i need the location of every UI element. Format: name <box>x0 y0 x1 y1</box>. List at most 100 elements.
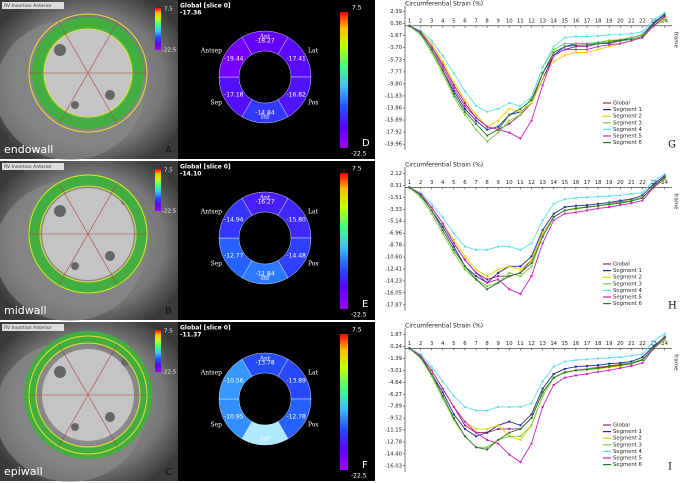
point <box>663 339 666 342</box>
point <box>574 369 577 372</box>
y-tick-label: 0.31 <box>390 183 402 189</box>
segment-name: Antsep <box>200 209 222 216</box>
x-tick-label: 4 <box>441 341 445 347</box>
y-tick-label: -16.05 <box>385 290 402 296</box>
y-tick-label: -5.14 <box>388 219 402 225</box>
point <box>585 204 588 207</box>
point <box>497 275 500 278</box>
series-line <box>409 177 665 295</box>
y-tick-label: -15.89 <box>385 118 402 124</box>
point <box>630 354 633 357</box>
chart-title: Circumferential Strain (%) <box>405 323 483 330</box>
x-tick-label: 1 <box>408 341 411 347</box>
point <box>585 368 588 371</box>
y-tick-label: 0.36 <box>390 21 402 27</box>
point <box>541 72 544 75</box>
point <box>663 174 666 177</box>
point <box>574 365 577 368</box>
colorbar-min: -22.5 <box>162 48 177 54</box>
x-tick-label: 18 <box>595 180 602 186</box>
point <box>652 21 655 24</box>
series-line <box>409 176 665 290</box>
point <box>652 346 655 349</box>
point <box>585 48 588 51</box>
segment-spoke <box>58 233 89 286</box>
x-tick-label: 1 <box>408 180 411 186</box>
point <box>574 374 577 377</box>
y-tick-label: -7.89 <box>388 404 402 410</box>
point <box>441 394 444 397</box>
colorbar-min: -22.5 <box>351 473 367 480</box>
point <box>430 42 433 45</box>
point <box>497 405 500 408</box>
point <box>652 23 655 26</box>
point <box>486 278 489 281</box>
x-tick-label: 7 <box>474 341 477 347</box>
insertion-label: RV Insertion Anterior <box>4 3 52 9</box>
point <box>608 203 611 206</box>
point <box>608 194 611 197</box>
point <box>508 113 511 116</box>
segment-value: -12.78 <box>287 414 307 421</box>
x-tick-label: 17 <box>584 341 591 347</box>
point <box>519 275 522 278</box>
panel-letter: I <box>668 462 672 473</box>
point <box>475 431 478 434</box>
point <box>475 278 478 281</box>
point <box>630 36 633 39</box>
point <box>552 51 555 54</box>
point <box>552 60 555 63</box>
point <box>663 12 666 15</box>
point <box>508 271 511 274</box>
point <box>597 207 600 210</box>
point <box>585 45 588 48</box>
segment-value: -17.41 <box>287 56 307 63</box>
point <box>452 248 455 251</box>
point <box>441 232 444 235</box>
point <box>508 405 511 408</box>
point <box>608 206 611 209</box>
x-tick-label: 13 <box>539 18 546 24</box>
point <box>574 204 577 207</box>
x-tick-label: 3 <box>430 18 433 24</box>
x-tick-label: 11 <box>517 341 524 347</box>
x-tick-label: 16 <box>573 180 580 186</box>
point <box>530 424 533 427</box>
point <box>475 113 478 116</box>
point <box>508 431 511 434</box>
point <box>630 198 633 201</box>
x-tick-label: 6 <box>463 18 467 24</box>
segment-value: -14.94 <box>224 217 244 224</box>
x-tick-label: 20 <box>617 18 624 24</box>
point <box>563 209 566 212</box>
point <box>630 364 633 367</box>
y-tick-label: -6.96 <box>388 231 402 237</box>
point <box>430 212 433 215</box>
point <box>663 11 666 14</box>
point <box>619 42 622 45</box>
point <box>541 405 544 408</box>
point <box>630 360 633 363</box>
point <box>608 369 611 372</box>
point <box>530 101 533 104</box>
legend-label: Segment 6 <box>613 301 643 307</box>
point <box>641 36 644 39</box>
point <box>475 268 478 271</box>
point <box>441 215 444 218</box>
point <box>486 427 489 430</box>
papillary-muscle <box>105 90 115 100</box>
x-tick-label: 8 <box>485 18 489 24</box>
point <box>419 353 422 356</box>
point <box>574 45 577 48</box>
point <box>441 391 444 394</box>
point <box>441 63 444 66</box>
point <box>663 335 666 338</box>
point <box>475 435 478 438</box>
x-tick-label: 23 <box>650 341 657 347</box>
point <box>519 268 522 271</box>
point <box>497 131 500 134</box>
point <box>430 48 433 51</box>
x-tick-label: 22 <box>639 18 646 24</box>
point <box>508 275 511 278</box>
segment-name: Sep <box>210 422 222 429</box>
